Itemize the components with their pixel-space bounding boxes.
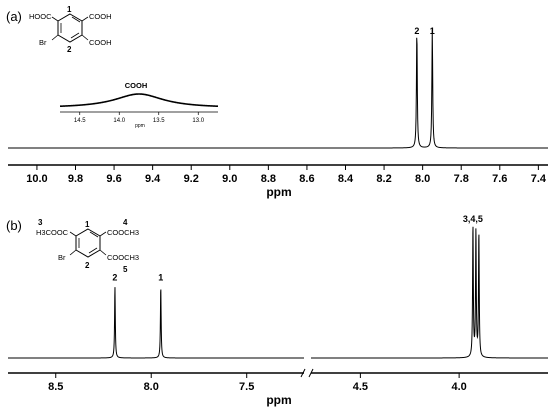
struct-b-num-3: 3 <box>38 218 43 227</box>
ring-double-bond-b2 <box>89 231 99 238</box>
x-tick-label-b-4: 4.0 <box>451 381 466 393</box>
spectrum-b-trace-right <box>311 226 548 359</box>
bond-a-topleft <box>51 16 59 22</box>
peak-label-a-0: 2 <box>414 26 419 36</box>
group-b-br: Br <box>58 253 66 262</box>
inset-tick-label-2: 13.5 <box>153 118 165 124</box>
peak-label-b-2: 3,4,5 <box>463 214 483 224</box>
inset-tick-label-1: 14.0 <box>113 118 125 124</box>
group-a-cooh-bottom: COOH <box>89 38 112 47</box>
peak-label-b-0: 2 <box>112 273 117 283</box>
peak-label-b-1: 1 <box>158 273 163 283</box>
x-tick-label-b-0: 8.5 <box>48 381 63 393</box>
ring-double-bond-a2 <box>71 16 81 23</box>
group-b-cooch3-top: COOCH3 <box>107 228 139 237</box>
struct-a-num-1: 1 <box>67 5 72 14</box>
x-tick-label-a-2: 9.6 <box>106 173 121 185</box>
x-tick-label-a-4: 9.2 <box>184 173 199 185</box>
group-a-hooc: HOOC <box>29 12 52 21</box>
group-b-cooch3-bottom: COOCH3 <box>107 253 139 262</box>
bond-b-botleft <box>69 249 77 256</box>
bond-b-topright <box>99 231 107 237</box>
ring-double-bond-b3 <box>88 247 98 254</box>
x-tick-label-a-7: 8.6 <box>299 173 314 185</box>
inset-tick-label-0: 14.5 <box>74 118 86 124</box>
x-tick-label-a-5: 9.0 <box>222 173 237 185</box>
x-tick-label-a-10: 8.0 <box>415 173 430 185</box>
peak-label-a-1: 1 <box>430 26 435 36</box>
x-tick-label-b-2: 7.5 <box>239 381 254 393</box>
x-tick-label-a-0: 10.0 <box>26 173 47 185</box>
spectrum-a-trace <box>8 29 548 149</box>
x-tick-label-a-12: 7.6 <box>492 173 507 185</box>
ring-double-bond-a3 <box>70 32 80 39</box>
structure-a: HOOC COOH Br COOH 1 2 <box>29 5 112 54</box>
struct-b-num-4: 4 <box>123 218 128 227</box>
panel-a-label: (a) <box>6 9 22 24</box>
x-tick-label-a-6: 8.8 <box>261 173 276 185</box>
inset-tick-label-3: 13.0 <box>192 118 204 124</box>
struct-b-num-1: 1 <box>85 220 90 229</box>
x-tick-label-a-11: 7.8 <box>454 173 469 185</box>
inset-axis-title: ppm <box>135 123 145 129</box>
benzene-ring-a <box>57 13 83 43</box>
spectrum-b-trace-left <box>8 287 304 359</box>
x-tick-label-a-13: 7.4 <box>531 173 547 185</box>
x-tick-label-b-1: 8.0 <box>144 381 159 393</box>
panel-b: (b) H3COOC COOCH3 Br COOCH3 3 1 4 2 5 <box>6 214 548 407</box>
group-a-cooh-top: COOH <box>89 12 112 21</box>
bond-b-topleft <box>69 231 77 237</box>
inset-title: COOH <box>125 81 148 90</box>
struct-a-num-2: 2 <box>67 45 72 54</box>
struct-b-num-5: 5 <box>123 265 128 274</box>
group-a-br: Br <box>39 38 47 47</box>
panel-b-label: (b) <box>6 218 22 233</box>
x-tick-label-b-3: 4.5 <box>353 381 368 393</box>
x-axis-title-a: ppm <box>266 185 291 199</box>
panel-a: (a) HOOC COOH Br COOH 1 2 COOH 14.5 14.0 1… <box>6 5 548 199</box>
struct-b-num-2: 2 <box>85 261 90 270</box>
bond-b-botright <box>99 249 107 256</box>
x-tick-label-a-8: 8.4 <box>338 173 354 185</box>
x-tick-label-a-3: 9.4 <box>145 173 161 185</box>
x-tick-label-a-9: 8.2 <box>376 173 391 185</box>
inset-broad-peak <box>59 93 219 108</box>
x-tick-label-a-1: 9.8 <box>68 173 83 185</box>
group-b-h3cooc: H3COOC <box>36 228 69 237</box>
structure-b: H3COOC COOCH3 Br COOCH3 3 1 4 2 5 <box>36 218 139 274</box>
benzene-ring-b <box>75 228 101 258</box>
bond-a-botright <box>81 34 89 41</box>
x-axis-title-b: ppm <box>266 393 291 407</box>
inset-a: COOH 14.5 14.0 13.5 13.0 ppm <box>59 81 219 129</box>
bond-a-botleft <box>51 34 59 41</box>
axis-break-mark <box>300 368 314 378</box>
bond-a-topright <box>81 16 89 22</box>
